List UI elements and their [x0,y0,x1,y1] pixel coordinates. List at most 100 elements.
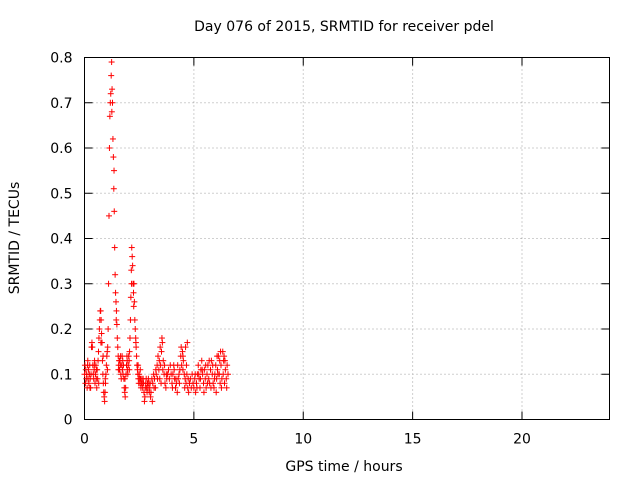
data-point [209,362,216,369]
x-tick-label: 15 [404,432,422,448]
data-point [174,389,181,396]
data-point [221,353,228,360]
data-point [107,90,114,97]
data-point [121,375,128,382]
data-point [93,366,100,373]
data-point [130,303,137,310]
data-point [108,72,115,79]
data-point [179,366,186,373]
data-point [94,375,101,382]
data-point [204,371,210,378]
data-point [109,99,116,106]
data-point [223,375,230,382]
data-point [220,371,227,378]
data-point [171,366,178,373]
data-point [222,366,229,373]
y-tick-label: 0.5 [50,186,72,202]
data-point [91,362,98,369]
data-point [113,316,120,323]
data-point [105,280,112,287]
data-point [184,339,191,346]
data-point [169,371,176,378]
data-point [147,393,154,400]
data-point [85,380,92,387]
plot-frame [84,57,610,420]
data-point [106,145,113,151]
data-point [206,357,213,364]
data-point [129,253,136,260]
data-point [111,208,118,215]
data-point [218,362,224,369]
data-point [113,307,120,314]
x-tick-label: 0 [80,432,89,448]
data-point [132,326,139,332]
data-point [92,371,99,378]
data-point [104,344,111,351]
data-point [131,316,138,323]
data-point [110,154,117,161]
grid [84,57,610,420]
data-point [157,344,164,351]
data-point [176,380,183,387]
data-point [128,280,135,287]
data-point [154,375,161,382]
data-point [166,375,173,382]
data-point [200,389,207,396]
y-tick-label: 0.7 [50,96,72,112]
data-point [112,271,119,278]
data-point [127,294,134,301]
data-point [126,366,133,373]
y-tick-label: 0 [64,413,73,429]
x-tick-label: 5 [189,432,198,448]
data-point [115,366,122,373]
data-point [111,244,118,251]
data-point [98,316,105,323]
data-point [133,353,140,360]
data-point [176,371,182,378]
data-point [89,344,96,351]
data-point [158,335,165,342]
data-point [172,375,179,382]
data-point [158,348,165,355]
data-point [106,113,113,120]
data-point [122,393,129,400]
data-point [221,357,228,364]
data-point [84,357,91,364]
data-point [96,326,103,332]
data-point [149,398,156,405]
data-point [169,384,176,391]
data-point [179,353,186,360]
data-point [181,384,188,391]
data-points [81,59,231,405]
data-point [158,380,165,387]
y-tick-label: 0.4 [50,232,72,248]
data-point [218,384,225,391]
data-point [207,384,214,391]
y-tick-label: 0.2 [50,322,72,338]
data-point [111,167,118,174]
data-point [124,371,131,378]
data-point [117,353,124,360]
chart-title: Day 076 of 2015, SRMTID for receiver pde… [194,19,494,35]
data-point [221,380,228,387]
data-point [204,380,211,387]
data-point [99,357,106,364]
data-point [151,384,158,391]
data-point [126,348,133,355]
data-point [132,339,139,346]
data-point [214,353,221,360]
data-point [113,321,120,328]
data-point [108,108,115,115]
data-point [130,289,137,296]
data-point [102,371,109,378]
data-point [214,371,221,378]
data-point [197,375,204,382]
data-point [137,366,144,373]
data-point [135,362,142,369]
axis-tick-labels: 0 5 10 15 20 0 0.1 0.2 0.3 0.4 0.5 0.6 0.7 0.8 [50,51,531,448]
data-point [161,362,168,369]
data-point [124,357,131,364]
data-point [97,339,104,346]
data-point [131,298,138,305]
data-point [110,185,117,192]
